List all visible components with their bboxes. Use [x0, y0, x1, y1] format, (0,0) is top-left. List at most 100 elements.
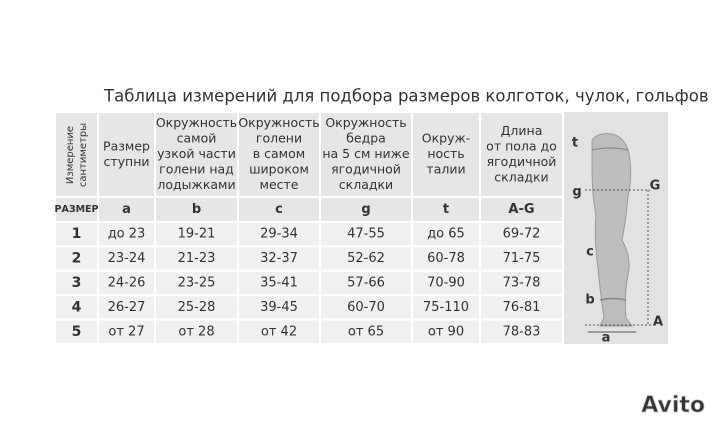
table-cell: [411, 221, 481, 248]
column-header: голени: [256, 131, 302, 146]
cell-text: 76-81: [503, 300, 541, 315]
letter-label: A-G: [508, 202, 534, 217]
table-title: Таблица измерений для подбора размеров к…: [103, 87, 709, 106]
cell-text: 24-26: [108, 276, 146, 291]
cell-text: от 27: [108, 324, 144, 339]
column-header: на 5 см ниже: [322, 146, 410, 161]
cell-text: от 65: [348, 324, 384, 339]
letter-cell: [154, 196, 239, 223]
column-header: ягодичной: [487, 154, 557, 169]
column-header: ягодичной: [331, 162, 401, 177]
cell-text: 35-41: [260, 276, 298, 291]
column-header: Длина: [501, 123, 543, 138]
cell-text: от 42: [261, 324, 297, 339]
leg-drawing: [585, 133, 655, 333]
cell-text: 75-110: [423, 300, 469, 315]
diagram-label: b: [585, 293, 594, 308]
cell-text: от 28: [178, 324, 214, 339]
cell-text: до 65: [427, 227, 465, 242]
column-header: складки: [494, 169, 548, 184]
cell-text: 52-62: [347, 251, 385, 266]
cell-text: 19-21: [178, 227, 216, 242]
column-header: бедра: [346, 131, 386, 146]
letter-label: t: [443, 202, 449, 217]
table-cell: [154, 294, 239, 321]
table-cell: [237, 221, 321, 248]
diagram-label: G: [650, 179, 661, 194]
table-cell: [319, 318, 413, 346]
table-cell: [319, 294, 413, 321]
cell-text: 57-66: [347, 276, 385, 291]
diagram-label: A: [653, 315, 663, 330]
cell-text: 32-37: [260, 251, 298, 266]
table-cell: [154, 221, 239, 248]
column-header: лодыжками: [157, 177, 235, 192]
diagram-label: g: [572, 185, 581, 200]
cell-text: 47-55: [347, 227, 385, 242]
column-header: узкой части: [157, 146, 236, 161]
cell-text: 69-72: [503, 227, 541, 242]
table-cell: [479, 221, 564, 248]
corner-header: Измерение: [65, 126, 76, 184]
column-header: талии: [426, 162, 465, 177]
cell-text: 39-45: [260, 300, 298, 315]
table-cell: [237, 245, 321, 272]
cell-text: 70-90: [427, 276, 465, 291]
cell-text: 73-78: [503, 276, 541, 291]
column-header: Окружность: [156, 115, 237, 130]
cell-text: 25-28: [178, 300, 216, 315]
column-header: складки: [339, 177, 393, 192]
cell-text: 23-24: [108, 251, 146, 266]
header-cell: [237, 111, 321, 198]
table-cell: [237, 294, 321, 321]
cell-text: до 23: [108, 227, 146, 242]
table-cell: [97, 318, 156, 346]
diagram-label: c: [586, 245, 594, 260]
column-header: в самом: [253, 146, 305, 161]
table-cell: [319, 245, 413, 272]
cell-text: 60-78: [427, 251, 465, 266]
cell-text: 71-75: [503, 251, 541, 266]
letter-label: c: [275, 202, 283, 217]
table-cell: [479, 269, 564, 297]
cell-text: 5: [72, 324, 82, 340]
diagram-label: a: [602, 331, 611, 346]
cell-text: 78-83: [503, 324, 541, 339]
cell-text: 2: [72, 251, 82, 267]
cell-text: 23-25: [178, 276, 216, 291]
cell-text: 1: [72, 226, 82, 242]
table-cell: [54, 318, 99, 346]
table-cell: [479, 318, 564, 346]
cell-text: 26-27: [108, 300, 146, 315]
watermark: Avito: [641, 393, 705, 418]
column-header: ступни: [103, 154, 149, 169]
header-cell: [411, 111, 481, 198]
table-cell: [237, 318, 321, 346]
cell-text: 21-23: [178, 251, 216, 266]
column-header: ность: [427, 146, 464, 161]
table-cell: [319, 221, 413, 248]
letter-label: g: [361, 202, 370, 217]
column-header: Окружность: [238, 115, 319, 130]
letter-label: РАЗМЕР: [55, 204, 99, 215]
column-header: Размер: [103, 138, 150, 153]
header-cell: [54, 111, 99, 198]
cell-text: 4: [72, 299, 82, 315]
letter-label: a: [122, 202, 131, 217]
cell-text: 3: [72, 275, 82, 291]
column-header: Окруж-: [422, 131, 471, 146]
column-header: Окружность: [325, 115, 406, 130]
column-header: месте: [260, 177, 299, 192]
cell-text: 60-70: [347, 300, 385, 315]
column-header: от пола до: [486, 138, 557, 153]
column-header: широком: [249, 162, 309, 177]
table-cell: [97, 245, 156, 272]
letter-label: b: [192, 202, 201, 217]
letter-cell: [237, 196, 321, 223]
table-cell: [319, 269, 413, 297]
letter-cell: [479, 196, 564, 223]
column-header: голени над: [159, 162, 234, 177]
cell-text: 29-34: [260, 227, 298, 242]
diagram-label: t: [572, 136, 578, 151]
